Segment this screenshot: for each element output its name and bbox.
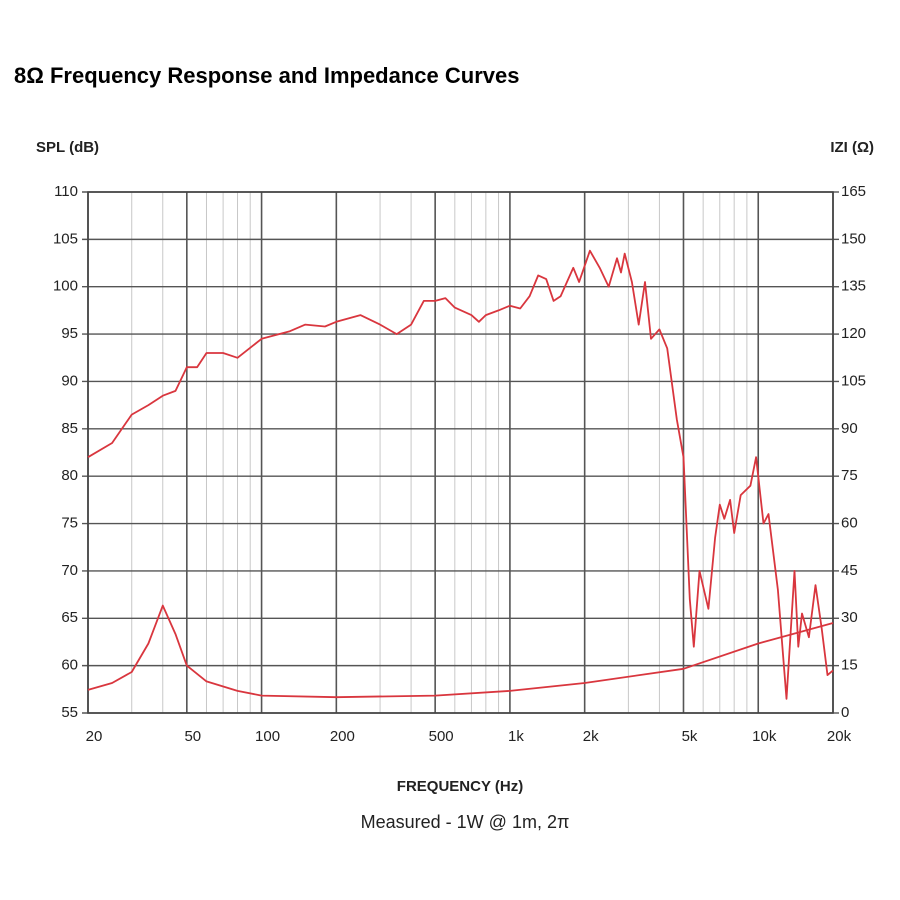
y-tick-label: 90 (61, 372, 78, 389)
x-tick-label: 2k (583, 728, 599, 745)
x-tick-label: 20k (827, 728, 852, 745)
x-tick-label: 100 (255, 728, 280, 745)
y-tick-label: 85 (61, 420, 78, 437)
x-tick-label: 1k (508, 728, 524, 745)
subtitle: Measured - 1W @ 1m, 2π (361, 812, 570, 832)
y2-tick-label: 165 (841, 183, 866, 200)
y2-tick-label: 75 (841, 467, 858, 484)
y-tick-label: 110 (54, 183, 78, 200)
y2-tick-label: 45 (841, 562, 858, 579)
line (87, 249, 834, 700)
y-tick-label: 100 (53, 278, 78, 295)
y2-tick-label: 60 (841, 515, 858, 532)
line (87, 604, 834, 699)
y-tick-label: 65 (61, 609, 78, 626)
y-tick-label: 55 (61, 704, 78, 721)
plot-frame (87, 191, 834, 714)
x-tick-label: 500 (429, 728, 454, 745)
y2-tick-label: 150 (841, 230, 866, 247)
y2-tick-label: 30 (841, 609, 858, 626)
y-tick-label: 80 (61, 467, 78, 484)
y-tick-label: 95 (61, 325, 78, 342)
y-axis-label: SPL (dB) (36, 139, 99, 156)
x-tick-label: 20 (86, 728, 103, 745)
x-tick-label: 200 (330, 728, 355, 745)
x-tick-label: 5k (682, 728, 698, 745)
y2-tick-label: 120 (841, 325, 866, 342)
y-tick-label: 70 (61, 562, 78, 579)
chart-title: 8Ω Frequency Response and Impedance Curv… (14, 63, 519, 88)
x-tick-label: 10k (752, 728, 777, 745)
y2-tick-label: 0 (841, 704, 849, 721)
y2-tick-label: 90 (841, 420, 858, 437)
x-axis-label: FREQUENCY (Hz) (397, 778, 523, 795)
y2-axis-label: IZI (Ω) (830, 139, 874, 156)
y-tick-label: 75 (61, 515, 78, 532)
y2-tick-label: 105 (841, 372, 866, 389)
y2-tick-label: 135 (841, 278, 866, 295)
x-tick-label: 50 (184, 728, 201, 745)
y-tick-label: 105 (53, 230, 78, 247)
y2-tick-label: 15 (841, 657, 858, 674)
y-tick-label: 60 (61, 657, 78, 674)
